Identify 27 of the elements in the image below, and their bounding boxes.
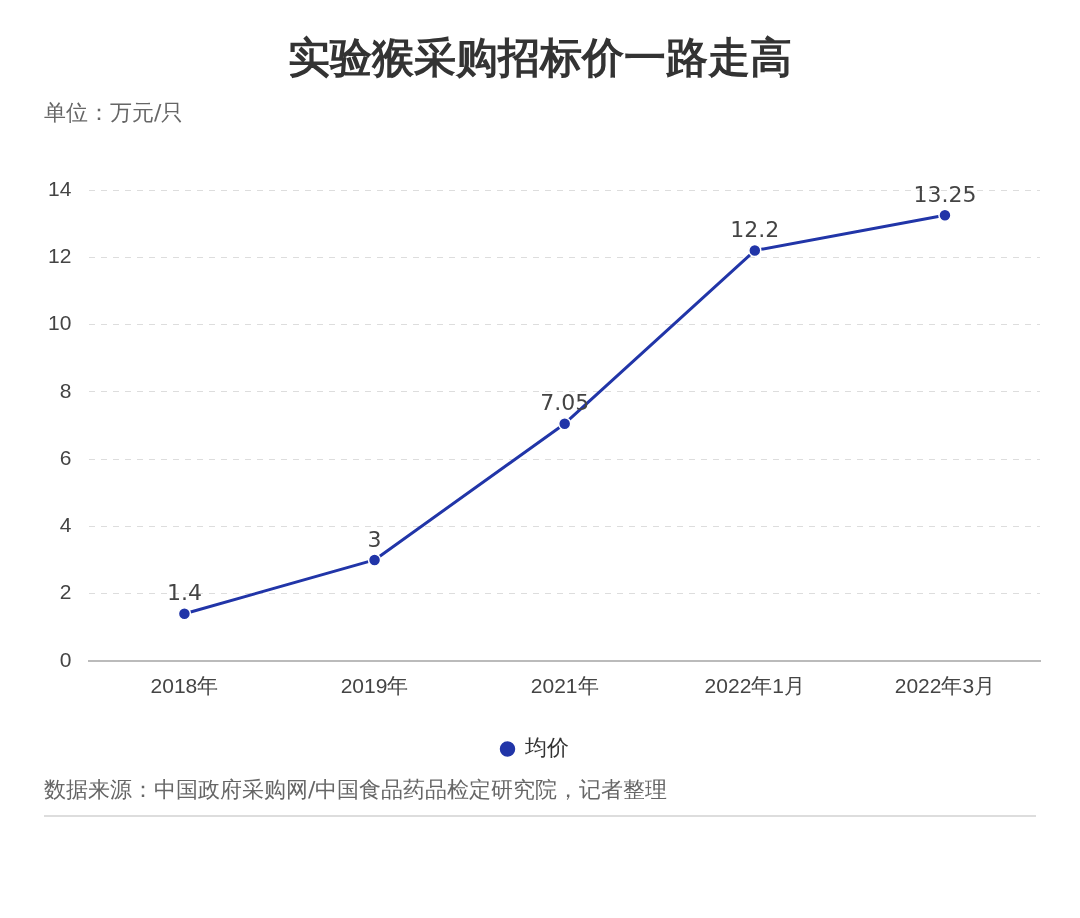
- y-tick-label: 6: [59, 445, 72, 469]
- source-note: 数据来源：中国政府采购网/中国食品药品检定研究院，记者整理: [44, 776, 668, 804]
- data-label: 1.4: [166, 580, 202, 606]
- point: [557, 416, 572, 431]
- legend-label: 均价: [523, 734, 569, 760]
- y-tick-label: 4: [59, 513, 72, 537]
- x-tick-label: 2019年: [340, 674, 409, 698]
- point: [177, 606, 192, 621]
- y-tick-label: 14: [48, 176, 72, 200]
- x-tick-label: 2022年1月: [704, 674, 806, 698]
- y-tick-label: 8: [59, 378, 72, 402]
- data-label: 3: [367, 526, 382, 552]
- data-label: 7.05: [540, 390, 590, 416]
- y-axis-title: 单位：万元/只: [44, 99, 184, 127]
- chart-title: 实验猴采购招标价一路走高: [287, 32, 793, 84]
- data-label: 13.25: [913, 181, 977, 207]
- point: [938, 208, 952, 222]
- point: [367, 553, 382, 567]
- x-tick-label: 2022年3月: [894, 674, 996, 698]
- y-tick-label: 10: [48, 311, 72, 335]
- y-tick-label: 2: [59, 580, 72, 604]
- data-label: 12.2: [730, 217, 780, 243]
- y-tick-label: 0: [59, 647, 72, 671]
- point: [748, 243, 762, 258]
- x-tick-label: 2018年: [150, 674, 219, 698]
- y-tick-label: 12: [48, 244, 72, 268]
- x-tick-label: 2021年: [530, 674, 599, 698]
